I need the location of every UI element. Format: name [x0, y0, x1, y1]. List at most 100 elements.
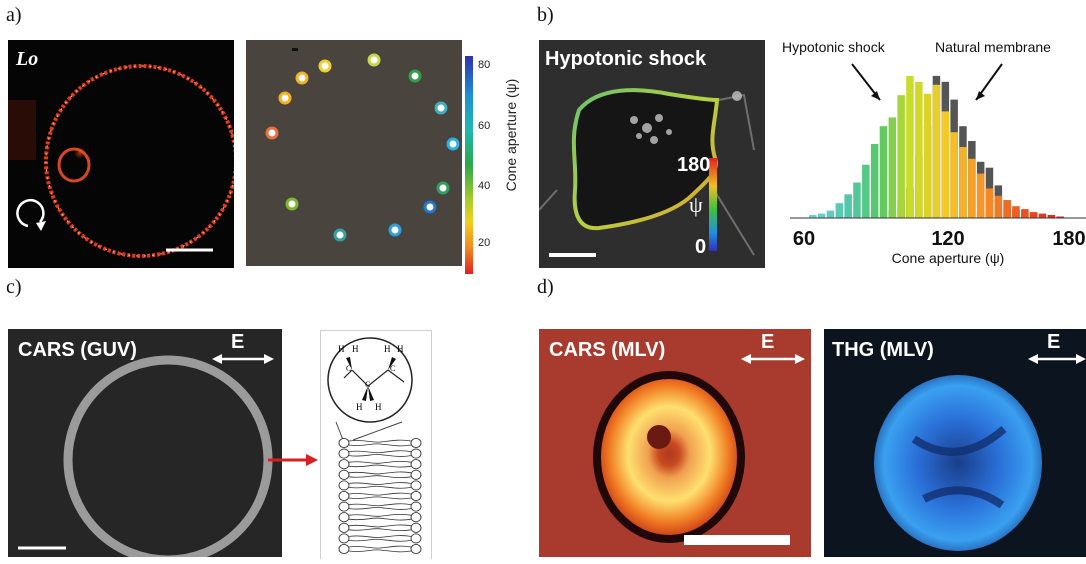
atom-c-1: C: [346, 364, 352, 373]
hypotonic-shock-bar: [923, 93, 932, 218]
hypotonic-shock-bar: [1038, 213, 1047, 218]
ch2-bonds: [343, 369, 405, 387]
histogram-xlabel: Cone aperture (ψ): [892, 250, 1005, 266]
hypotonic-shock-bar: [985, 188, 994, 218]
lipid-row: [338, 437, 422, 449]
aperture-marker: [265, 126, 279, 140]
hypotonic-shock-bar: [870, 144, 879, 218]
lipid-rows: [338, 437, 422, 555]
colorbar-tick-60: 60: [478, 120, 491, 132]
lipid-rows-group: [338, 437, 422, 555]
histogram-bars: [809, 75, 1064, 219]
lipid-row: [338, 543, 422, 555]
vesicle-image-lo: Lo: [8, 40, 238, 268]
colorbar-label: Cone aperture (ψ): [503, 78, 519, 192]
hypotonic-image-svg: [538, 40, 765, 268]
lipid-row: [338, 448, 422, 459]
lipid-row: [338, 512, 422, 523]
hypotonic-shock-bar: [994, 195, 1003, 218]
hypotonic-shock-bar: [1029, 212, 1038, 218]
hypotonic-shock-bar: [932, 84, 941, 218]
edge-glow: [8, 100, 36, 160]
zoom-line-left: [335, 421, 344, 441]
colorbar-tick-80: 80: [478, 59, 491, 71]
intracellular-vesicle: [630, 116, 638, 124]
atom-h-1: H: [338, 344, 345, 354]
d-polarization-arrow-left: [741, 354, 805, 364]
lipid-row: [338, 501, 422, 512]
b-colorbar-top: 180: [677, 154, 711, 176]
d-polarization-label-right: E: [1047, 331, 1061, 353]
lipid-row: [338, 459, 422, 470]
atom-h-2: H: [352, 344, 359, 354]
small-vesicle-glow: [74, 147, 86, 159]
thg-dark-bands: [911, 425, 1007, 509]
red-arrow-head: [306, 454, 318, 466]
rotation-icon: [16, 198, 46, 231]
aperture-marker: [278, 91, 292, 105]
hypotonic-shock-bar: [1056, 216, 1064, 218]
cell-filaments: [538, 93, 755, 256]
cars-guv-image: CARS (GUV) E: [8, 329, 282, 564]
b-colorbar-symbol: ψ: [689, 192, 703, 217]
hypotonic-shock-bar: [906, 75, 914, 219]
intracellular-vesicle: [655, 114, 663, 122]
hypotonic-shock-bar: [959, 147, 967, 218]
x-tick-180: 180: [1052, 228, 1085, 250]
hypotonic-shock-bar: [1003, 200, 1011, 218]
atom-c-2: C: [390, 364, 396, 373]
colorbar-tick-20: 20: [478, 237, 491, 249]
aperture-marker: [423, 200, 437, 214]
orientation-map-svg: [265, 48, 460, 242]
hypotonic-shock-bar: [862, 164, 870, 218]
hypotonic-shock-bar: [844, 194, 852, 218]
intracellular-vesicle: [642, 123, 652, 133]
intracellular-vesicle: [636, 133, 642, 139]
atom-h-5: H: [356, 402, 363, 412]
aperture-marker: [388, 223, 402, 237]
lipid-row: [338, 522, 422, 533]
d-scale-bar: [684, 535, 790, 545]
red-arrow: [268, 454, 318, 466]
zoom-line-right: [352, 421, 403, 441]
lipid-row: [338, 480, 422, 491]
aperture-marker: [434, 101, 448, 115]
hypotonic-title: Hypotonic shock: [545, 48, 707, 70]
panel-label-a: a): [6, 4, 22, 26]
aperture-marker: [436, 181, 450, 195]
vesicle-image-svg: [8, 64, 238, 258]
x-tick-60: 60: [793, 228, 815, 250]
mlv-body: [601, 379, 737, 535]
intracellular-vesicle: [666, 129, 672, 135]
cars-mlv-image: CARS (MLV) E: [539, 329, 811, 557]
aperture-histogram: 60 120 180 Cone aperture (ψ): [790, 63, 1086, 266]
panel-label-c: c): [6, 276, 22, 298]
x-tick-120: 120: [931, 228, 964, 250]
hypotonic-shock-bar: [817, 213, 826, 218]
hypotonic-shock-bar: [853, 182, 861, 218]
phase-label-lo: Lo: [16, 48, 39, 70]
b-colorbar-fill: [709, 158, 717, 251]
panel-label-b: b): [537, 4, 554, 26]
thg-body: [874, 375, 1042, 551]
atom-c-3: C: [365, 380, 371, 389]
d-polarization-label-left: E: [761, 331, 775, 353]
intracellular-vesicles: [630, 91, 742, 144]
aperture-marker: [295, 71, 309, 85]
panel-label-d: d): [537, 276, 554, 298]
hypotonic-image: Hypotonic shock 180 ψ 0: [538, 40, 765, 268]
hypotonic-shock-bar: [809, 215, 817, 218]
cars-guv-title: CARS (GUV): [18, 339, 137, 361]
c-polarization-label: E: [231, 331, 245, 353]
hypotonic-shock-bar: [968, 158, 976, 218]
intracellular-vesicle: [650, 136, 658, 144]
orientation-map: [246, 40, 462, 266]
hypotonic-shock-bar: [835, 203, 844, 218]
cars-guv-svg: [8, 329, 282, 564]
lipid-row: [338, 490, 422, 502]
hypotonic-shock-bar: [1021, 209, 1029, 218]
mlv-core: [647, 425, 671, 449]
cars-mlv-title: CARS (MLV): [549, 339, 666, 361]
hypotonic-shock-bar: [950, 132, 958, 218]
map-tick-mark: [292, 48, 298, 51]
